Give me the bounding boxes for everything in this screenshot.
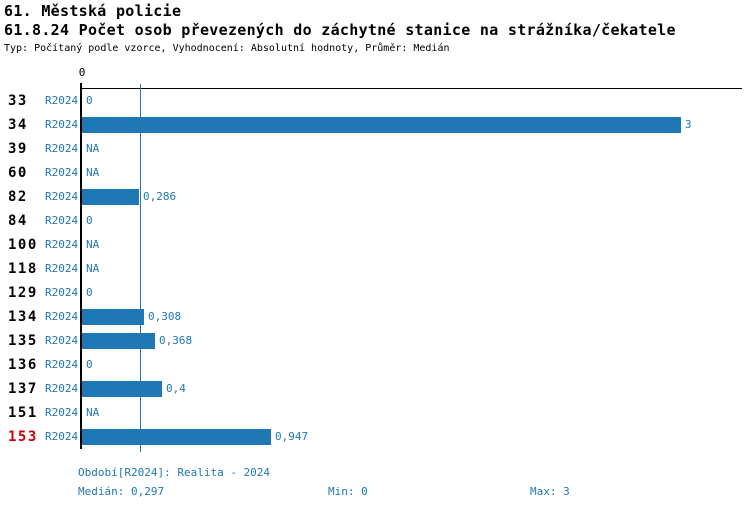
row-id-label: 153 (8, 429, 38, 445)
row-series-label: R2024 (45, 406, 79, 419)
value-label: 0 (86, 286, 93, 299)
report-title: 61. Městská policie (4, 2, 182, 20)
value-bar (82, 117, 681, 133)
value-label: NA (86, 166, 100, 179)
row-id-label: 136 (8, 357, 38, 373)
value-label: NA (86, 142, 100, 155)
row-series-label: R2024 (45, 382, 79, 395)
report-meta: Typ: Počítaný podle vzorce, Vyhodnocení:… (4, 43, 450, 54)
chart-row: 129 R2024 0 (0, 281, 750, 305)
chart-row: 151 R2024 NA (0, 401, 750, 425)
value-label: 0,4 (166, 382, 186, 395)
chart-row: 134 R2024 0,308 (0, 305, 750, 329)
row-id-label: 129 (8, 285, 38, 301)
row-series-label: R2024 (45, 166, 79, 179)
row-id-label: 82 (8, 189, 28, 205)
row-id-label: 33 (8, 93, 28, 109)
row-series-label: R2024 (45, 286, 79, 299)
row-series-label: R2024 (45, 310, 79, 323)
row-series-label: R2024 (45, 334, 79, 347)
chart-row: 137 R2024 0,4 (0, 377, 750, 401)
value-label: 0,368 (159, 334, 193, 347)
chart-row: 136 R2024 0 (0, 353, 750, 377)
value-label: 0 (86, 358, 93, 371)
row-id-label: 84 (8, 213, 28, 229)
value-bar (82, 333, 155, 349)
footer-max: Max: 3 (530, 485, 570, 498)
chart-row: 33 R2024 0 (0, 89, 750, 113)
chart-row: 135 R2024 0,368 (0, 329, 750, 353)
row-id-label: 60 (8, 165, 28, 181)
row-id-label: 135 (8, 333, 38, 349)
row-series-label: R2024 (45, 94, 79, 107)
chart-row: 82 R2024 0,286 (0, 185, 750, 209)
row-series-label: R2024 (45, 262, 79, 275)
y-axis-line (80, 88, 82, 449)
value-label: 0,947 (275, 430, 309, 443)
value-label: NA (86, 238, 100, 251)
row-id-label: 118 (8, 261, 38, 277)
value-bar (82, 189, 139, 205)
x-axis-line (81, 88, 742, 89)
row-series-label: R2024 (45, 430, 79, 443)
row-id-label: 100 (8, 237, 38, 253)
value-label: 0,308 (148, 310, 182, 323)
chart-row: 153 R2024 0,947 (0, 425, 750, 449)
value-label: NA (86, 406, 100, 419)
value-bar (82, 309, 144, 325)
value-bar (82, 381, 162, 397)
footer-median: Medián: 0,297 (78, 485, 165, 498)
row-series-label: R2024 (45, 238, 79, 251)
row-series-label: R2024 (45, 358, 79, 371)
value-label: NA (86, 262, 100, 275)
footer-period: Období[R2024]: Realita - 2024 (78, 466, 271, 479)
median-line (140, 84, 141, 452)
value-label: 0,286 (143, 190, 177, 203)
footer-min: Min: 0 (328, 485, 368, 498)
value-label: 0 (86, 214, 93, 227)
chart-row: 118 R2024 NA (0, 257, 750, 281)
value-label: 0 (86, 94, 93, 107)
row-series-label: R2024 (45, 190, 79, 203)
chart-row: 84 R2024 0 (0, 209, 750, 233)
chart-row: 100 R2024 NA (0, 233, 750, 257)
row-series-label: R2024 (45, 118, 79, 131)
row-id-label: 137 (8, 381, 38, 397)
report-subtitle: 61.8.24 Počet osob převezených do záchyt… (4, 21, 676, 39)
chart-row: 39 R2024 NA (0, 137, 750, 161)
row-id-label: 134 (8, 309, 38, 325)
row-id-label: 151 (8, 405, 38, 421)
row-series-label: R2024 (45, 142, 79, 155)
value-label: 3 (685, 118, 692, 131)
row-series-label: R2024 (45, 214, 79, 227)
chart-row: 60 R2024 NA (0, 161, 750, 185)
value-bar (82, 429, 271, 445)
chart-row: 34 R2024 3 (0, 113, 750, 137)
row-id-label: 34 (8, 117, 28, 133)
axis-zero-label: 0 (78, 66, 86, 79)
row-id-label: 39 (8, 141, 28, 157)
